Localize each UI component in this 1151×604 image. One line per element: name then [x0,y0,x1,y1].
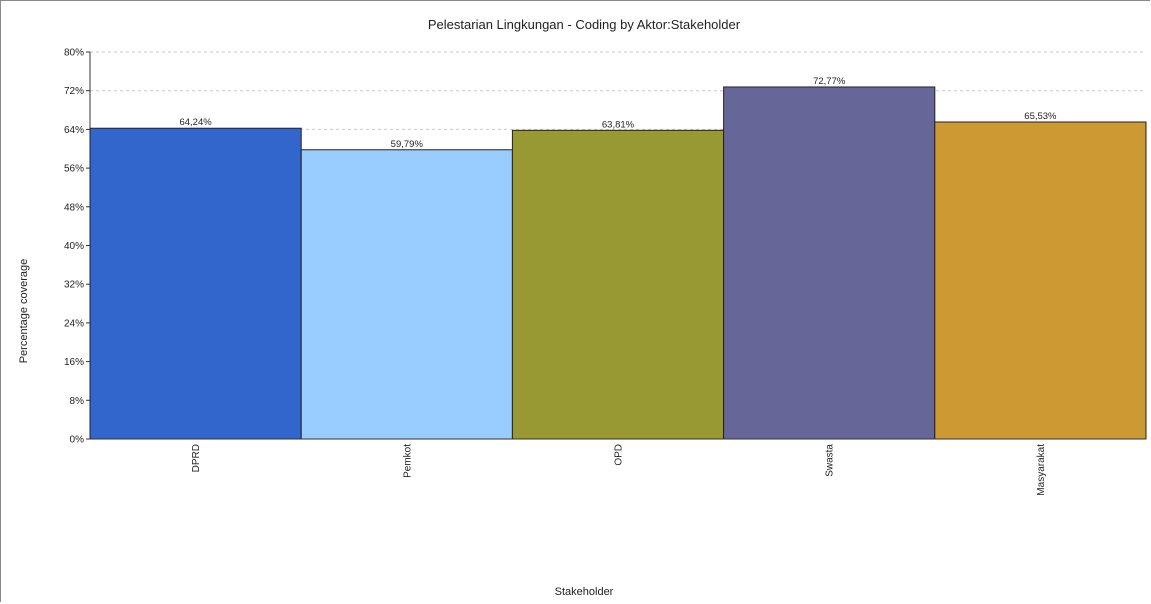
y-axis-title: Percentage coverage [18,259,30,364]
x-tick-label: Swasta [825,444,836,477]
x-axis: DPRD Pemkot OPD Swasta Masyarakat [90,438,1146,496]
x-tick-label: Pemkot [402,444,413,478]
x-tick-label: OPD [614,444,625,466]
y-tick-label: 0% [70,435,85,446]
data-label: 65,53% [1024,111,1057,122]
y-tick-label: 48% [64,202,84,213]
y-tick-label: 40% [64,241,84,252]
y-tick-label: 32% [64,280,84,291]
bar-opd [511,129,725,440]
bar-masyarakat [934,121,1147,440]
x-axis-title: Stakeholder [555,586,614,598]
y-tick-label: 72% [64,86,84,97]
x-tick-label: Masyarakat [1036,444,1047,496]
data-label: 63,81% [602,119,635,130]
y-tick-label: 64% [64,125,84,136]
bar-swasta [723,86,936,440]
y-tick-label: 16% [64,357,84,368]
x-tick-label: DPRD [191,444,202,472]
bar-dprd [89,127,302,440]
y-tick-label: 24% [64,318,84,329]
y-tick-label: 56% [64,164,84,175]
bars [89,86,1147,440]
data-labels: 64,24% 59,79% 63,81% 72,77% 65,53% [179,76,1057,150]
y-axis: 0% 8% 16% 24% 32% 40% 48% 56% 64% 72% 80% [64,48,91,446]
chart-title: Pelestarian Lingkungan - Coding by Aktor… [428,17,741,32]
data-label: 59,79% [391,139,424,150]
y-tick-label: 8% [70,396,85,407]
bar-pemkot [300,149,513,440]
y-tick-label: 80% [64,48,84,59]
data-label: 64,24% [179,117,212,128]
data-label: 72,77% [813,76,846,87]
